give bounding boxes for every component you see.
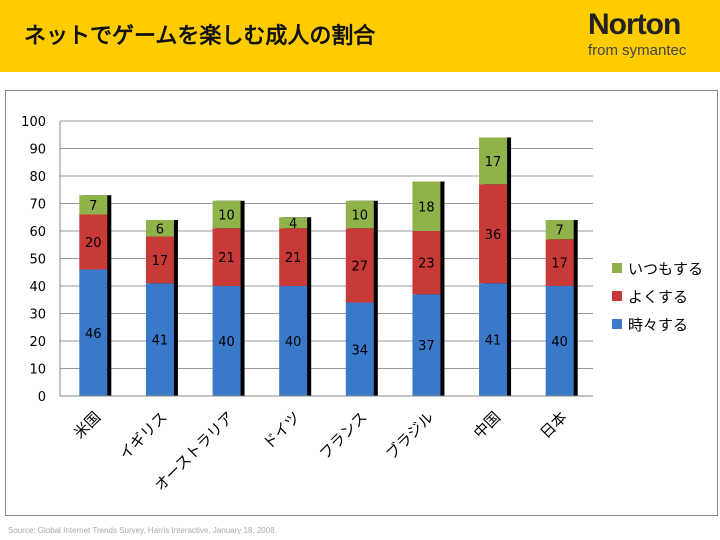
data-label: 21 (218, 251, 235, 266)
y-tick-label: 90 (29, 143, 46, 158)
y-tick-label: 50 (29, 253, 46, 268)
data-label: 41 (485, 334, 502, 349)
y-tick-label: 0 (38, 390, 46, 405)
data-label: 40 (218, 335, 235, 350)
source-note: Source: Global Internet Trends Survey, H… (8, 526, 277, 535)
header-bar: ネットでゲームを楽しむ成人の割合 Norton from symantec (0, 0, 720, 72)
data-label: 17 (485, 155, 502, 170)
data-label: 41 (152, 334, 169, 349)
bar-segment (145, 283, 174, 396)
bar-segment (412, 181, 441, 231)
bar-segment (145, 220, 174, 237)
norton-logo: Norton (588, 8, 681, 41)
chart-frame (5, 90, 718, 516)
bar-segment (479, 137, 508, 185)
bar-segment (145, 236, 174, 284)
bar-segment (79, 195, 108, 215)
bar-segment (79, 214, 108, 270)
x-tick-label: ブラジル (382, 408, 437, 463)
bar-segment (279, 228, 308, 286)
x-tick-label: イギリス (116, 408, 171, 463)
x-tick-label: 米国 (70, 408, 104, 442)
y-tick-label: 100 (21, 115, 46, 130)
bar-segment (545, 286, 574, 396)
legend-swatch (612, 263, 622, 273)
data-label: 10 (352, 209, 369, 224)
data-label: 40 (285, 335, 302, 350)
legend-label: いつもする (628, 260, 703, 278)
data-label: 7 (556, 224, 564, 239)
bar-segment (412, 231, 441, 295)
data-label: 46 (85, 327, 102, 342)
data-label: 7 (89, 199, 97, 214)
bar-segment (545, 220, 574, 240)
bar-segment (279, 217, 308, 229)
data-label: 20 (85, 236, 102, 251)
norton-logo-sub: from symantec (588, 42, 687, 59)
bar-segment (345, 228, 374, 303)
x-tick-label: ドイツ (259, 408, 304, 453)
x-tick-label: フランス (316, 408, 371, 463)
legend-label: 時々する (628, 316, 688, 334)
bar-segment (345, 200, 374, 229)
data-label: 37 (418, 339, 435, 354)
y-tick-label: 20 (29, 335, 46, 350)
bar-segment (212, 228, 241, 286)
legend-label: よくする (628, 288, 688, 306)
bar-segment (79, 269, 108, 396)
data-label: 34 (352, 343, 369, 358)
y-tick-label: 10 (29, 363, 46, 378)
data-label: 6 (156, 222, 164, 237)
y-tick-label: 40 (29, 280, 46, 295)
data-label: 21 (285, 251, 302, 266)
data-label: 17 (152, 254, 169, 269)
legend-swatch (612, 319, 622, 329)
data-label: 4 (289, 217, 297, 232)
data-label: 17 (551, 257, 568, 272)
bar-segment (212, 286, 241, 396)
bar-segment (479, 283, 508, 396)
bar-segment (412, 294, 441, 396)
x-tick-label: 中国 (470, 408, 504, 442)
data-label: 23 (418, 257, 435, 272)
data-label: 36 (485, 228, 502, 243)
bar-segment (345, 302, 374, 396)
x-tick-label: 日本 (537, 408, 571, 442)
legend-swatch (612, 291, 622, 301)
y-tick-label: 60 (29, 225, 46, 240)
page-title: ネットでゲームを楽しむ成人の割合 (24, 24, 376, 49)
bar-segment (279, 286, 308, 396)
y-tick-label: 80 (29, 170, 46, 185)
bar-segment (479, 184, 508, 284)
bar-segment (545, 239, 574, 286)
data-label: 10 (218, 209, 235, 224)
y-tick-label: 70 (29, 198, 46, 213)
data-label: 40 (551, 335, 568, 350)
y-tick-label: 30 (29, 308, 46, 323)
data-label: 27 (352, 259, 369, 274)
bar-segment (212, 200, 241, 229)
data-label: 18 (418, 200, 435, 215)
